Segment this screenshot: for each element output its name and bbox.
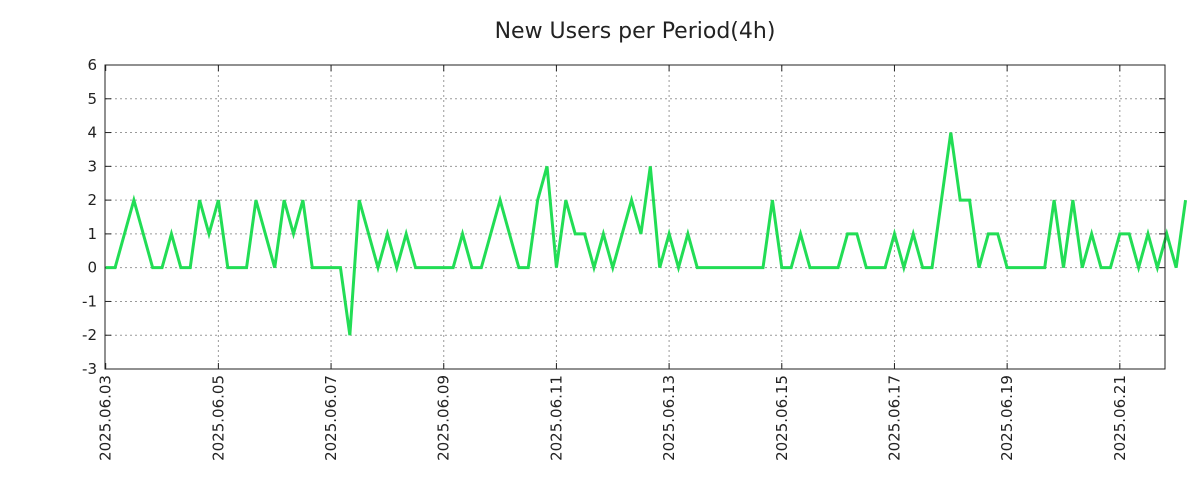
- plot-area-frame: [104, 64, 1166, 370]
- series-line-0: [105, 132, 1188, 336]
- x-tick-label: 2025.06.03: [97, 375, 115, 461]
- grid: [105, 65, 1165, 369]
- x-tick-label: 2025.06.07: [322, 375, 340, 461]
- y-tick-label: -1: [82, 292, 97, 310]
- chart-title: New Users per Period(4h): [495, 19, 776, 44]
- x-tick-label: 2025.06.09: [435, 375, 453, 461]
- y-tick-label: 3: [87, 157, 97, 175]
- x-tick-label: 2025.06.15: [773, 375, 791, 461]
- x-tick-label: 2025.06.21: [1111, 375, 1129, 461]
- x-tick-label: 2025.06.17: [885, 375, 903, 461]
- x-axis-tick-labels: 2025.06.03 2025.06.05 2025.06.07 2025.06.09…: [97, 375, 1129, 461]
- y-tick-label: 2: [87, 191, 97, 209]
- y-tick-label: -2: [82, 326, 97, 344]
- y-tick-label: 1: [87, 225, 97, 243]
- y-tick-label: 4: [87, 124, 97, 142]
- x-tick-label: 2025.06.13: [660, 375, 678, 461]
- y-tick-label: -3: [82, 360, 97, 378]
- x-tick-label: 2025.06.05: [209, 375, 227, 461]
- y-tick-label: 0: [87, 259, 97, 277]
- y-tick-label: 5: [87, 90, 97, 108]
- series-layer: [105, 132, 1188, 336]
- x-tick-label: 2025.06.19: [998, 375, 1016, 461]
- x-tick-label: 2025.06.11: [547, 375, 565, 461]
- y-axis-tick-labels: 6 5 4 3 2 1 0 -1 -2 -3: [82, 56, 97, 378]
- y-tick-label: 6: [87, 56, 97, 74]
